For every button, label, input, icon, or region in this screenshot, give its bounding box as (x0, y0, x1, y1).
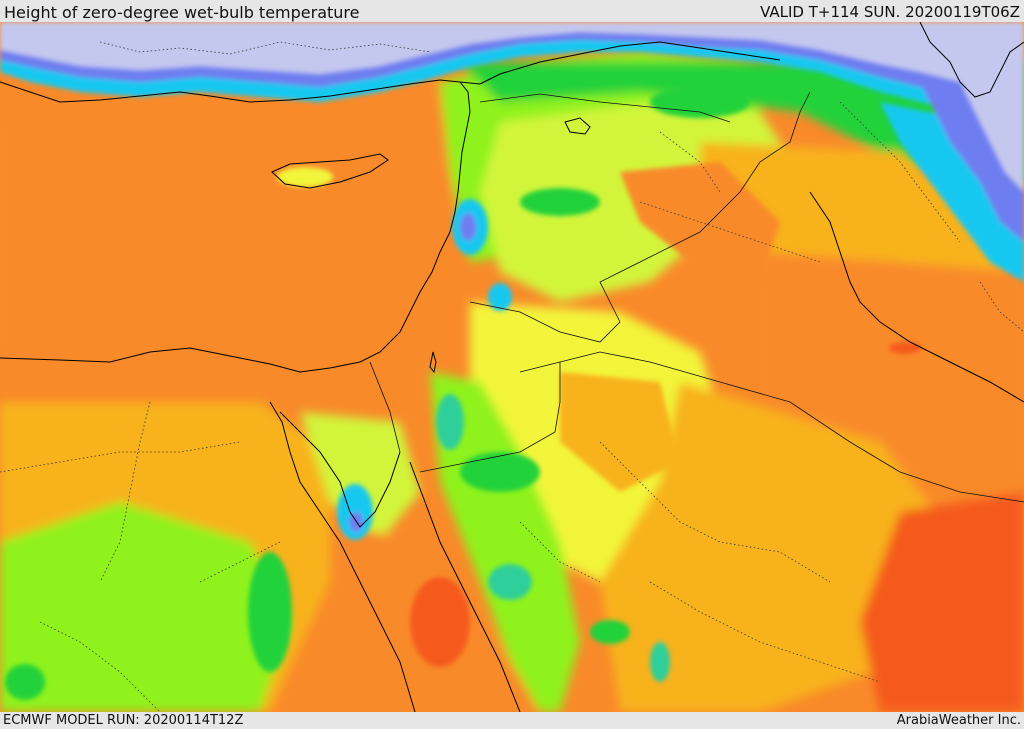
map-title: Height of zero-degree wet-bulb temperatu… (4, 3, 360, 22)
coast-sinai-east (279, 411, 401, 528)
dots-saudi1 (599, 441, 831, 583)
coast-turkey (0, 79, 481, 103)
coast-redsea-east (409, 461, 521, 712)
patch-green5 (460, 452, 540, 492)
field-patches (0, 22, 1024, 700)
footer-bar: ECMWF MODEL RUN: 20200114T12Z ArabiaWeat… (0, 712, 1024, 729)
zone-sinai (300, 412, 420, 542)
header-bar: Height of zero-degree wet-bulb temperatu… (0, 0, 1024, 22)
dots-iraq2 (659, 131, 721, 193)
dots-iran2 (979, 281, 1024, 333)
patch-syria-amber (560, 372, 680, 492)
credit-label: ArabiaWeather Inc. (896, 713, 1021, 728)
dots-saudi2 (649, 581, 881, 683)
border-saudi-iraq (519, 351, 1024, 503)
model-run-label: ECMWF MODEL RUN: 20200114T12Z (3, 713, 244, 728)
zone-se-red (860, 492, 1024, 712)
patch-sinai-core (349, 512, 363, 532)
dots-egypt1 (0, 441, 241, 473)
patch-hejaz-cyan2 (488, 564, 532, 600)
border-turkey-syria (479, 93, 731, 123)
province-borders (0, 41, 1024, 712)
coast-gulf (809, 191, 1024, 403)
dots-iran1 (839, 101, 961, 243)
coast-north (479, 41, 781, 85)
valid-time: VALID T+114 SUN. 20200119T06Z (760, 3, 1020, 21)
patch-hejaz-cyan3 (650, 642, 670, 682)
coast-redsea-west (269, 401, 416, 712)
field-zones (0, 52, 1024, 712)
patch-green2 (520, 188, 600, 216)
country-borders (369, 91, 1024, 503)
border-iraq-iran (759, 91, 811, 163)
patch-ne-lowest (950, 52, 1024, 192)
coast-north-africa (0, 81, 471, 373)
dots-turkey1 (99, 41, 431, 55)
zone-mediterranean (0, 82, 460, 367)
zone-egypt-green (0, 502, 290, 712)
patch-north-lowest (0, 22, 1024, 117)
map-canvas (0, 22, 1024, 712)
dots-egypt2 (99, 401, 151, 583)
coastlines (0, 22, 1024, 712)
coast-caspian (919, 22, 1024, 98)
patch-jordan-cyan (488, 283, 512, 311)
patch-red-redsea (410, 577, 470, 667)
patch-green4 (5, 664, 45, 700)
dots-saudi3 (519, 521, 601, 583)
patch-green3 (650, 86, 750, 118)
coast-cyprus (271, 153, 389, 189)
dots-egypt3 (199, 541, 281, 583)
border-sinai (369, 361, 401, 453)
patch-lebanon-core (460, 213, 476, 241)
coast-lake-van (564, 117, 591, 135)
patch-red-gulf (889, 342, 921, 354)
patch-sinai-blue (337, 484, 373, 540)
weather-map[interactable] (0, 22, 1024, 712)
coast-dead-sea (429, 351, 437, 374)
patch-hejaz-cyan1 (436, 394, 464, 450)
patch-green6 (590, 620, 630, 644)
border-jordan-saudi (469, 161, 761, 343)
border-jordan-east (419, 362, 561, 473)
zone-hejaz-green (430, 372, 580, 712)
patch-green1 (248, 552, 292, 672)
patch-cyprus (277, 167, 333, 187)
